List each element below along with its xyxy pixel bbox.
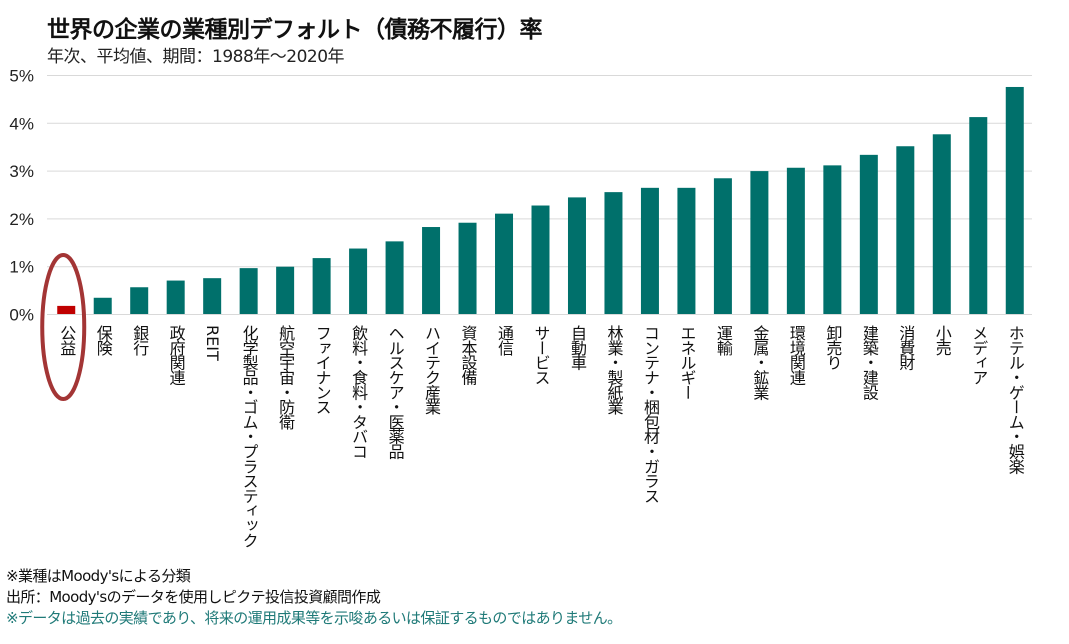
y-tick-label: 0% (9, 306, 34, 325)
x-tick-label: 林業・製紙業 (604, 325, 624, 414)
footnote-classification: ※業種はMoody'sによる分類 (6, 567, 191, 585)
bars (57, 86, 1024, 315)
x-tick-label: 通信 (495, 325, 515, 355)
bar (458, 222, 477, 315)
x-tick-label: 化学製品・ゴム・プラスティック (239, 325, 259, 548)
bar (786, 167, 805, 315)
bar (677, 187, 696, 315)
bar (203, 278, 222, 315)
y-tick-label: 3% (9, 162, 34, 181)
chart-title: 世界の企業の業種別デフォルト（債務不履行）率 (47, 17, 543, 43)
x-tick-label: コンテナ・梱包材・ガラス (640, 325, 660, 503)
bar (531, 205, 550, 315)
bar (57, 305, 76, 315)
bar (495, 213, 514, 315)
x-tick-label: 自動車 (567, 325, 587, 370)
chart-subtitle: 年次、平均値、期間：1988年～2020年 (47, 47, 345, 67)
bar (823, 165, 842, 315)
bar (349, 248, 368, 315)
x-tick-label: 卸売り (823, 325, 843, 370)
x-tick-label: 政府関連 (166, 325, 186, 385)
y-tick-label: 2% (9, 210, 34, 229)
bar (130, 287, 149, 315)
x-tick-label: 環境関連 (786, 325, 806, 385)
y-tick-label: 1% (9, 258, 34, 277)
x-tick-label: 建築・建設 (859, 325, 879, 400)
x-tick-label: 資本設備 (458, 325, 478, 385)
bar (640, 187, 659, 315)
bar (713, 178, 732, 315)
x-tick-label: サービス (531, 325, 551, 385)
x-tick-label: 保険 (93, 325, 113, 355)
x-tick-label: 金属・鉱業 (750, 325, 770, 400)
footnotes: ※業種はMoody'sによる分類 出所：Moody'sのデータを使用しピクテ投信… (6, 566, 622, 629)
bar (276, 266, 295, 315)
bar (932, 134, 951, 315)
x-tick-label: 小売 (932, 325, 952, 355)
bar (385, 241, 404, 315)
x-tick-label: メディア (969, 325, 989, 385)
y-axis-ticks: 0% 1% 2% 3% 4% 5% (9, 67, 34, 325)
y-tick-label: 5% (9, 67, 34, 86)
bar (239, 268, 258, 315)
x-tick-label: ファイナンス (312, 325, 332, 414)
x-tick-label: ハイテク産業 (422, 325, 442, 414)
x-tick-label: エネルギー (677, 325, 697, 400)
bar (93, 297, 112, 315)
x-tick-label: REIT (203, 325, 223, 361)
x-tick-label: 飲料・食料・タバコ (349, 325, 369, 459)
footnote-disclaimer: ※データは過去の実績であり、将来の運用成果等を示唆あるいは保証するものではありま… (6, 609, 622, 627)
footnote-source: 出所：Moody'sのデータを使用しピクテ投信投資顧問作成 (6, 588, 381, 606)
x-tick-label: ホテル・ゲーム・娯楽 (1005, 325, 1025, 474)
bar (312, 258, 331, 315)
x-tick-label: 銀行 (130, 325, 150, 355)
bar (567, 197, 586, 315)
bar (896, 146, 915, 315)
bar (859, 154, 878, 315)
x-tick-label: 消費財 (896, 325, 916, 370)
bar (969, 117, 988, 315)
highlight-ellipse (40, 253, 87, 401)
bar (1005, 86, 1024, 315)
y-tick-label: 4% (9, 114, 34, 133)
x-tick-label: 運輸 (713, 325, 733, 355)
x-tick-label: ヘルスケア・医薬品 (385, 325, 405, 459)
bar (422, 227, 441, 315)
bar (604, 192, 623, 315)
x-tick-label: 公益 (57, 325, 77, 355)
bar (750, 171, 769, 315)
x-tick-label: 航空宇宙・防衛 (276, 325, 296, 429)
bar (166, 280, 185, 315)
